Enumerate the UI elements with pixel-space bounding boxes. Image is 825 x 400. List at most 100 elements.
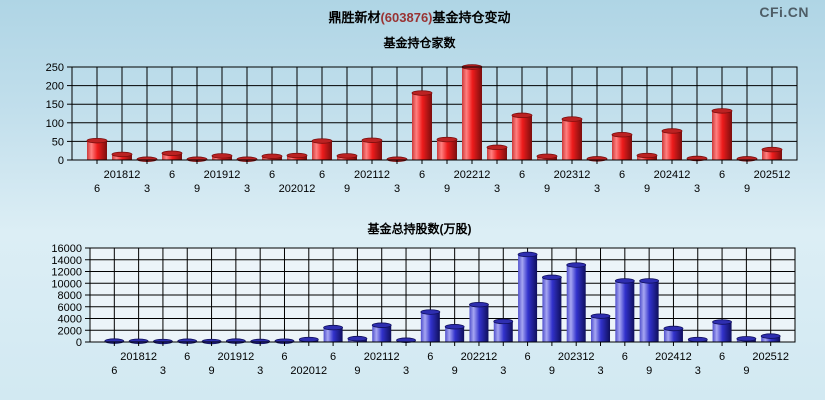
x-tick-label: 9 bbox=[646, 365, 652, 377]
x-tick-label: 3 bbox=[244, 183, 250, 195]
y-axis-label: 250 bbox=[46, 62, 64, 74]
chart2-title: 基金总持股数(万股) bbox=[367, 222, 472, 236]
x-tick-label: 3 bbox=[594, 183, 600, 195]
y-axis-label: 200 bbox=[46, 81, 64, 93]
bar-202106 bbox=[323, 324, 344, 342]
x-tick-label: 6 bbox=[427, 351, 433, 363]
x-tick-label: 202512 bbox=[754, 169, 791, 181]
fund-shares-chart: 0200040006000800010000120001400016000620… bbox=[51, 243, 796, 377]
bar-202406 bbox=[611, 132, 633, 160]
x-tick-label: 3 bbox=[494, 183, 500, 195]
bar-202112 bbox=[361, 137, 383, 160]
x-tick-label: 201912 bbox=[218, 351, 255, 363]
stock-name: 鼎胜新材 bbox=[328, 10, 381, 25]
y-axis-label: 12000 bbox=[51, 267, 82, 279]
x-tick-label: 6 bbox=[525, 351, 531, 363]
bar-202512 bbox=[760, 333, 781, 342]
x-tick-label: 3 bbox=[694, 183, 700, 195]
bar-202506 bbox=[712, 319, 732, 342]
x-tick-label: 3 bbox=[500, 365, 506, 377]
bar-202309 bbox=[536, 153, 558, 160]
bar-202212 bbox=[469, 301, 489, 342]
bar-202206 bbox=[420, 309, 441, 342]
cfi-watermark: CFi.CN bbox=[759, 4, 809, 20]
x-tick-label: 3 bbox=[695, 365, 701, 377]
bar-202109 bbox=[336, 153, 358, 160]
bar-202006 bbox=[261, 153, 283, 160]
y-axis-label: 16000 bbox=[51, 243, 82, 255]
x-tick-label: 202012 bbox=[290, 365, 327, 377]
bar-202409 bbox=[636, 152, 658, 160]
x-tick-label: 9 bbox=[208, 365, 214, 377]
x-tick-label: 3 bbox=[403, 365, 409, 377]
y-axis-label: 4000 bbox=[58, 314, 82, 326]
x-tick-label: 6 bbox=[169, 169, 175, 181]
x-tick-label: 9 bbox=[194, 183, 200, 195]
bar-202012 bbox=[286, 152, 308, 160]
x-tick-label: 6 bbox=[619, 169, 625, 181]
page-title: 鼎胜新材(603876)基金持仓变动 bbox=[14, 7, 825, 26]
x-tick-label: 6 bbox=[519, 169, 525, 181]
plot-border bbox=[71, 66, 798, 161]
x-tick-label: 202412 bbox=[654, 169, 691, 181]
bar-202209 bbox=[444, 324, 465, 342]
y-axis-label: 2000 bbox=[58, 325, 82, 337]
x-tick-label: 201812 bbox=[120, 351, 157, 363]
x-tick-label: 202212 bbox=[461, 351, 498, 363]
bar-202412 bbox=[663, 325, 684, 342]
x-tick-label: 9 bbox=[744, 183, 750, 195]
fund-holders-chart: 0501001502002506201812369201912362020126… bbox=[46, 62, 798, 195]
x-tick-label: 3 bbox=[160, 365, 166, 377]
y-axis-label: 14000 bbox=[51, 255, 82, 267]
bar-201812 bbox=[111, 151, 133, 160]
x-tick-label: 6 bbox=[419, 169, 425, 181]
bar-202506 bbox=[711, 108, 733, 160]
x-tick-label: 6 bbox=[94, 183, 100, 195]
x-tick-label: 6 bbox=[330, 351, 336, 363]
bar-202512 bbox=[761, 146, 783, 160]
x-tick-label: 6 bbox=[719, 351, 725, 363]
x-tick-label: 202012 bbox=[279, 183, 316, 195]
bar-202503 bbox=[687, 336, 708, 343]
x-tick-label: 202112 bbox=[364, 351, 400, 363]
bar-202012 bbox=[298, 336, 319, 343]
x-tick-label: 9 bbox=[549, 365, 555, 377]
bar-202303 bbox=[493, 318, 514, 342]
stock-code: (603876) bbox=[380, 10, 433, 25]
x-tick-label: 202312 bbox=[558, 351, 595, 363]
x-tick-label: 9 bbox=[452, 365, 458, 377]
x-tick-label: 9 bbox=[354, 365, 360, 377]
y-axis-label: 6000 bbox=[58, 302, 82, 314]
x-tick-label: 9 bbox=[743, 365, 749, 377]
y-axis-label: 8000 bbox=[58, 290, 82, 302]
bar-201906 bbox=[161, 150, 183, 160]
y-axis-label: 150 bbox=[46, 99, 64, 111]
x-tick-label: 201812 bbox=[104, 169, 141, 181]
x-tick-label: 6 bbox=[281, 351, 287, 363]
x-tick-label: 6 bbox=[622, 351, 628, 363]
y-axis-label: 100 bbox=[46, 118, 64, 130]
x-tick-label: 3 bbox=[144, 183, 150, 195]
bar-202406 bbox=[614, 278, 635, 342]
x-tick-label: 9 bbox=[344, 183, 350, 195]
y-axis-label: 0 bbox=[76, 337, 82, 349]
bar-202106 bbox=[311, 138, 333, 160]
bar-202112 bbox=[371, 322, 392, 342]
bar-202312 bbox=[566, 262, 587, 342]
chart1-title: 基金持仓家数 bbox=[383, 36, 456, 50]
x-tick-label: 9 bbox=[644, 183, 650, 195]
x-tick-label: 202412 bbox=[655, 351, 692, 363]
bar-202303 bbox=[486, 144, 508, 160]
x-tick-label: 3 bbox=[257, 365, 263, 377]
bar-202306 bbox=[511, 112, 533, 160]
x-tick-label: 202512 bbox=[752, 351, 789, 363]
x-tick-label: 6 bbox=[269, 169, 275, 181]
x-tick-label: 6 bbox=[719, 169, 725, 181]
bar-202412 bbox=[661, 128, 683, 160]
bar-202209 bbox=[436, 136, 458, 160]
bar-202212 bbox=[461, 64, 483, 160]
bar-202312 bbox=[561, 116, 583, 160]
x-tick-label: 202312 bbox=[554, 169, 591, 181]
